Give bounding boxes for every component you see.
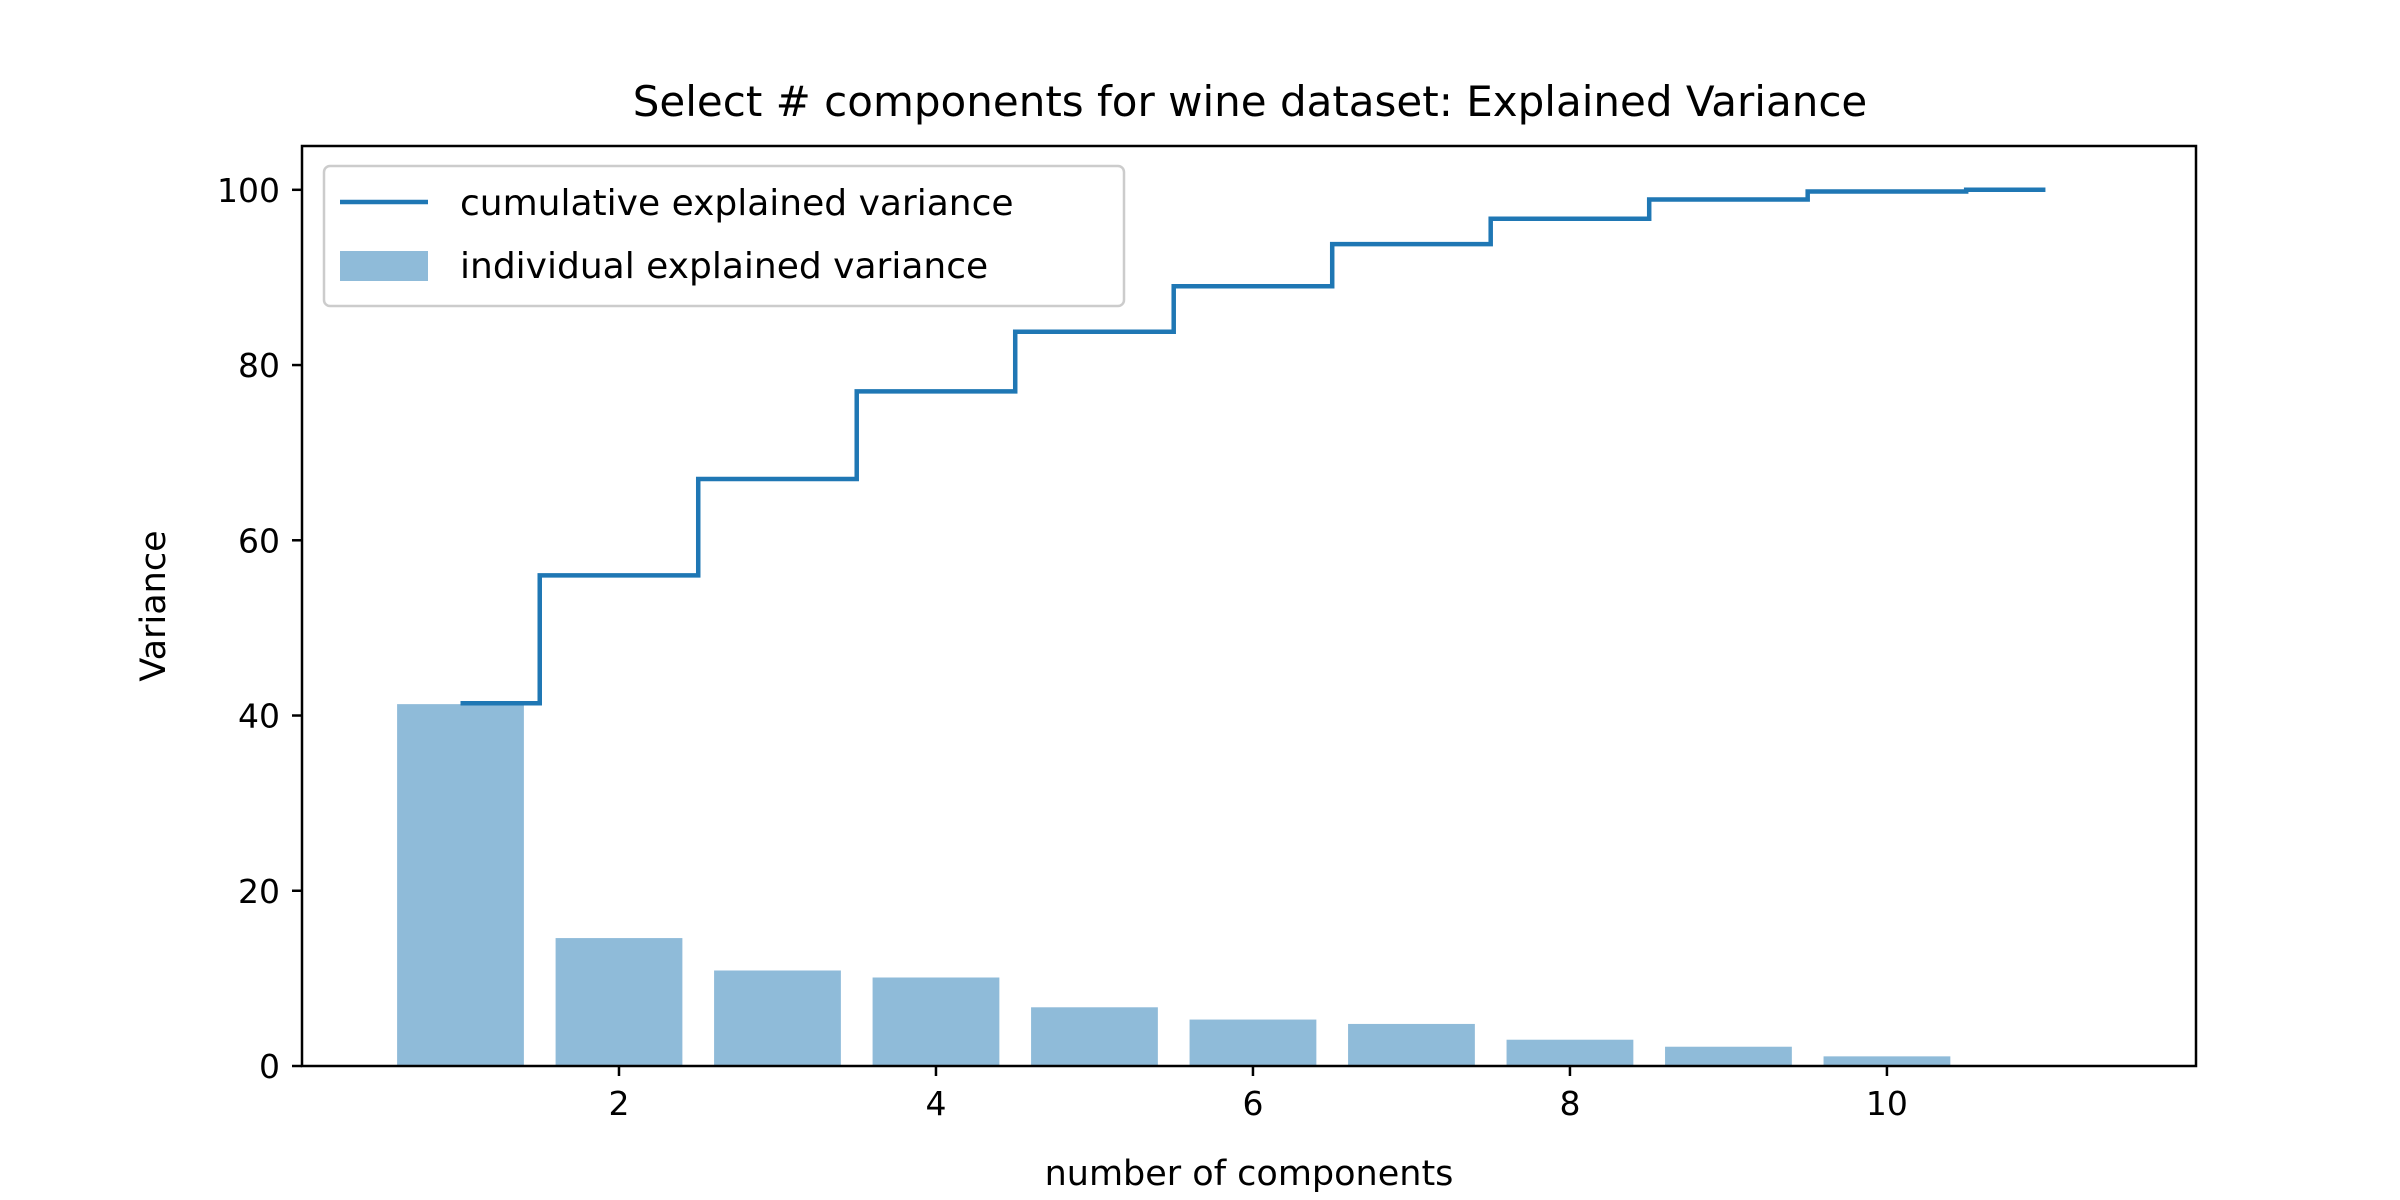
y-axis: 0 20 40 60 80 100 bbox=[217, 171, 302, 1086]
bar-component-5 bbox=[1031, 1007, 1158, 1066]
legend-label-cumulative: cumulative explained variance bbox=[460, 183, 1014, 224]
plot-frame bbox=[300, 144, 2198, 1068]
x-tick-label: 4 bbox=[925, 1084, 946, 1123]
bar-component-4 bbox=[872, 977, 1000, 1066]
bar-component-7 bbox=[1348, 1023, 1475, 1066]
x-tick-label: 8 bbox=[1559, 1084, 1580, 1123]
x-axis-label: number of components bbox=[1045, 1154, 1454, 1194]
bar-component-10 bbox=[1823, 1056, 1951, 1066]
bar-component-1 bbox=[397, 704, 524, 1066]
line-layer bbox=[460, 187, 2046, 706]
y-tick-label: 80 bbox=[238, 346, 280, 385]
bars-layer bbox=[397, 704, 2109, 1066]
y-tick-label: 100 bbox=[217, 171, 280, 210]
x-tick-label: 6 bbox=[1242, 1084, 1263, 1123]
x-axis: 2 4 6 8 10 bbox=[608, 1066, 1908, 1123]
chart-title: Select # components for wine dataset: Ex… bbox=[633, 77, 1868, 126]
legend-label-individual: individual explained variance bbox=[460, 246, 988, 287]
x-tick-label: 10 bbox=[1866, 1084, 1908, 1123]
cumulative-variance-line bbox=[460, 187, 2046, 706]
legend-bar-swatch bbox=[340, 251, 428, 281]
y-tick-label: 60 bbox=[238, 521, 280, 560]
bar-component-9 bbox=[1665, 1046, 1792, 1066]
y-axis-label: Variance bbox=[134, 530, 174, 681]
bar-component-3 bbox=[714, 970, 841, 1066]
legend: cumulative explained variance individual… bbox=[322, 164, 1126, 308]
x-tick-label: 2 bbox=[608, 1084, 629, 1123]
y-tick-label: 20 bbox=[238, 872, 280, 911]
y-tick-label: 40 bbox=[238, 697, 280, 736]
legend-frame bbox=[322, 164, 1126, 308]
bar-component-2 bbox=[555, 938, 683, 1066]
y-tick-label: 0 bbox=[259, 1047, 280, 1086]
bar-component-6 bbox=[1189, 1019, 1317, 1066]
bar-component-8 bbox=[1506, 1039, 1634, 1066]
